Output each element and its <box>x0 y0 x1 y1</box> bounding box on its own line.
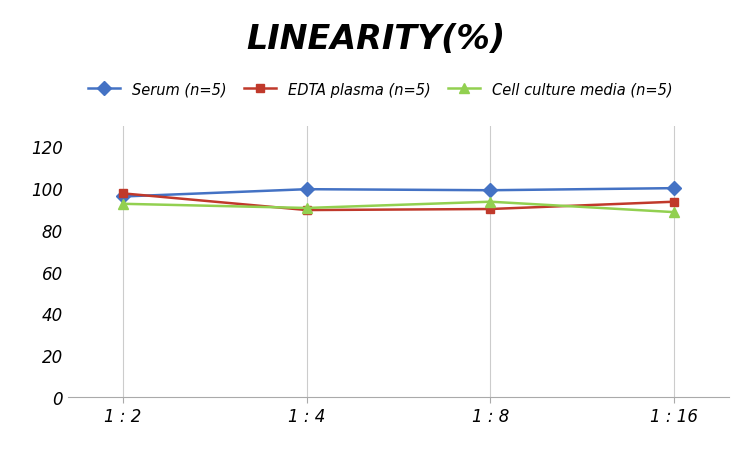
Cell culture media (n=5) <box>670 210 679 216</box>
EDTA plasma (n=5) <box>302 208 311 213</box>
EDTA plasma (n=5) <box>486 207 495 212</box>
Cell culture media (n=5) <box>302 206 311 211</box>
Serum (n=5) <box>302 187 311 193</box>
EDTA plasma (n=5) <box>670 199 679 205</box>
Line: EDTA plasma (n=5): EDTA plasma (n=5) <box>119 190 678 215</box>
Line: Cell culture media (n=5): Cell culture media (n=5) <box>118 198 679 217</box>
Cell culture media (n=5) <box>486 199 495 205</box>
Line: Serum (n=5): Serum (n=5) <box>118 184 679 202</box>
Legend: Serum (n=5), EDTA plasma (n=5), Cell culture media (n=5): Serum (n=5), EDTA plasma (n=5), Cell cul… <box>88 83 672 97</box>
Serum (n=5) <box>118 194 127 200</box>
Serum (n=5) <box>486 188 495 193</box>
EDTA plasma (n=5) <box>118 191 127 197</box>
Text: LINEARITY(%): LINEARITY(%) <box>247 23 505 55</box>
Serum (n=5) <box>670 186 679 191</box>
Cell culture media (n=5) <box>118 202 127 207</box>
